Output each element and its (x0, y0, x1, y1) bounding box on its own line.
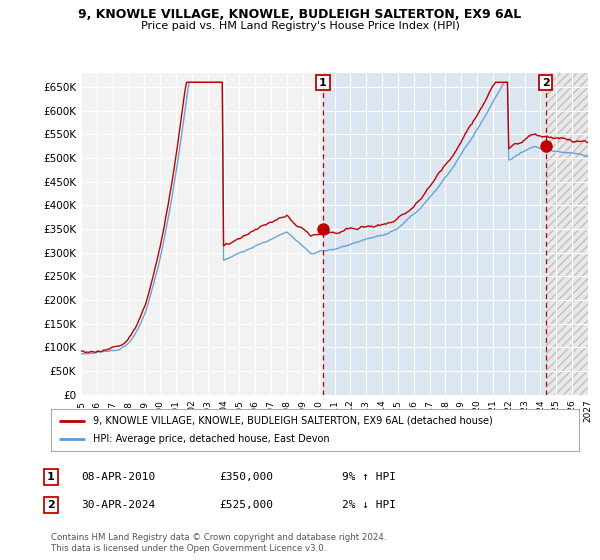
Text: £350,000: £350,000 (219, 472, 273, 482)
Text: Contains HM Land Registry data © Crown copyright and database right 2024.
This d: Contains HM Land Registry data © Crown c… (51, 533, 386, 553)
Text: Price paid vs. HM Land Registry's House Price Index (HPI): Price paid vs. HM Land Registry's House … (140, 21, 460, 31)
Text: £525,000: £525,000 (219, 500, 273, 510)
Text: 2: 2 (542, 78, 550, 87)
Text: 08-APR-2010: 08-APR-2010 (81, 472, 155, 482)
Text: 1: 1 (47, 472, 55, 482)
Bar (323, 73, 545, 395)
Text: 9, KNOWLE VILLAGE, KNOWLE, BUDLEIGH SALTERTON, EX9 6AL (detached house): 9, KNOWLE VILLAGE, KNOWLE, BUDLEIGH SALT… (93, 416, 493, 426)
Text: HPI: Average price, detached house, East Devon: HPI: Average price, detached house, East… (93, 434, 330, 444)
Bar (545, 73, 588, 395)
Text: 9, KNOWLE VILLAGE, KNOWLE, BUDLEIGH SALTERTON, EX9 6AL: 9, KNOWLE VILLAGE, KNOWLE, BUDLEIGH SALT… (79, 8, 521, 21)
Bar (545, 73, 588, 395)
Text: 2: 2 (47, 500, 55, 510)
Text: 9% ↑ HPI: 9% ↑ HPI (342, 472, 396, 482)
Text: 2% ↓ HPI: 2% ↓ HPI (342, 500, 396, 510)
Text: 30-APR-2024: 30-APR-2024 (81, 500, 155, 510)
Text: 1: 1 (319, 78, 327, 87)
